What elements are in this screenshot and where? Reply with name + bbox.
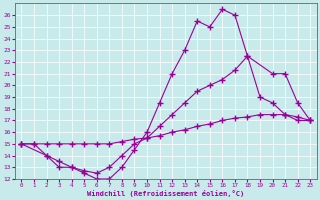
X-axis label: Windchill (Refroidissement éolien,°C): Windchill (Refroidissement éolien,°C) bbox=[87, 190, 244, 197]
